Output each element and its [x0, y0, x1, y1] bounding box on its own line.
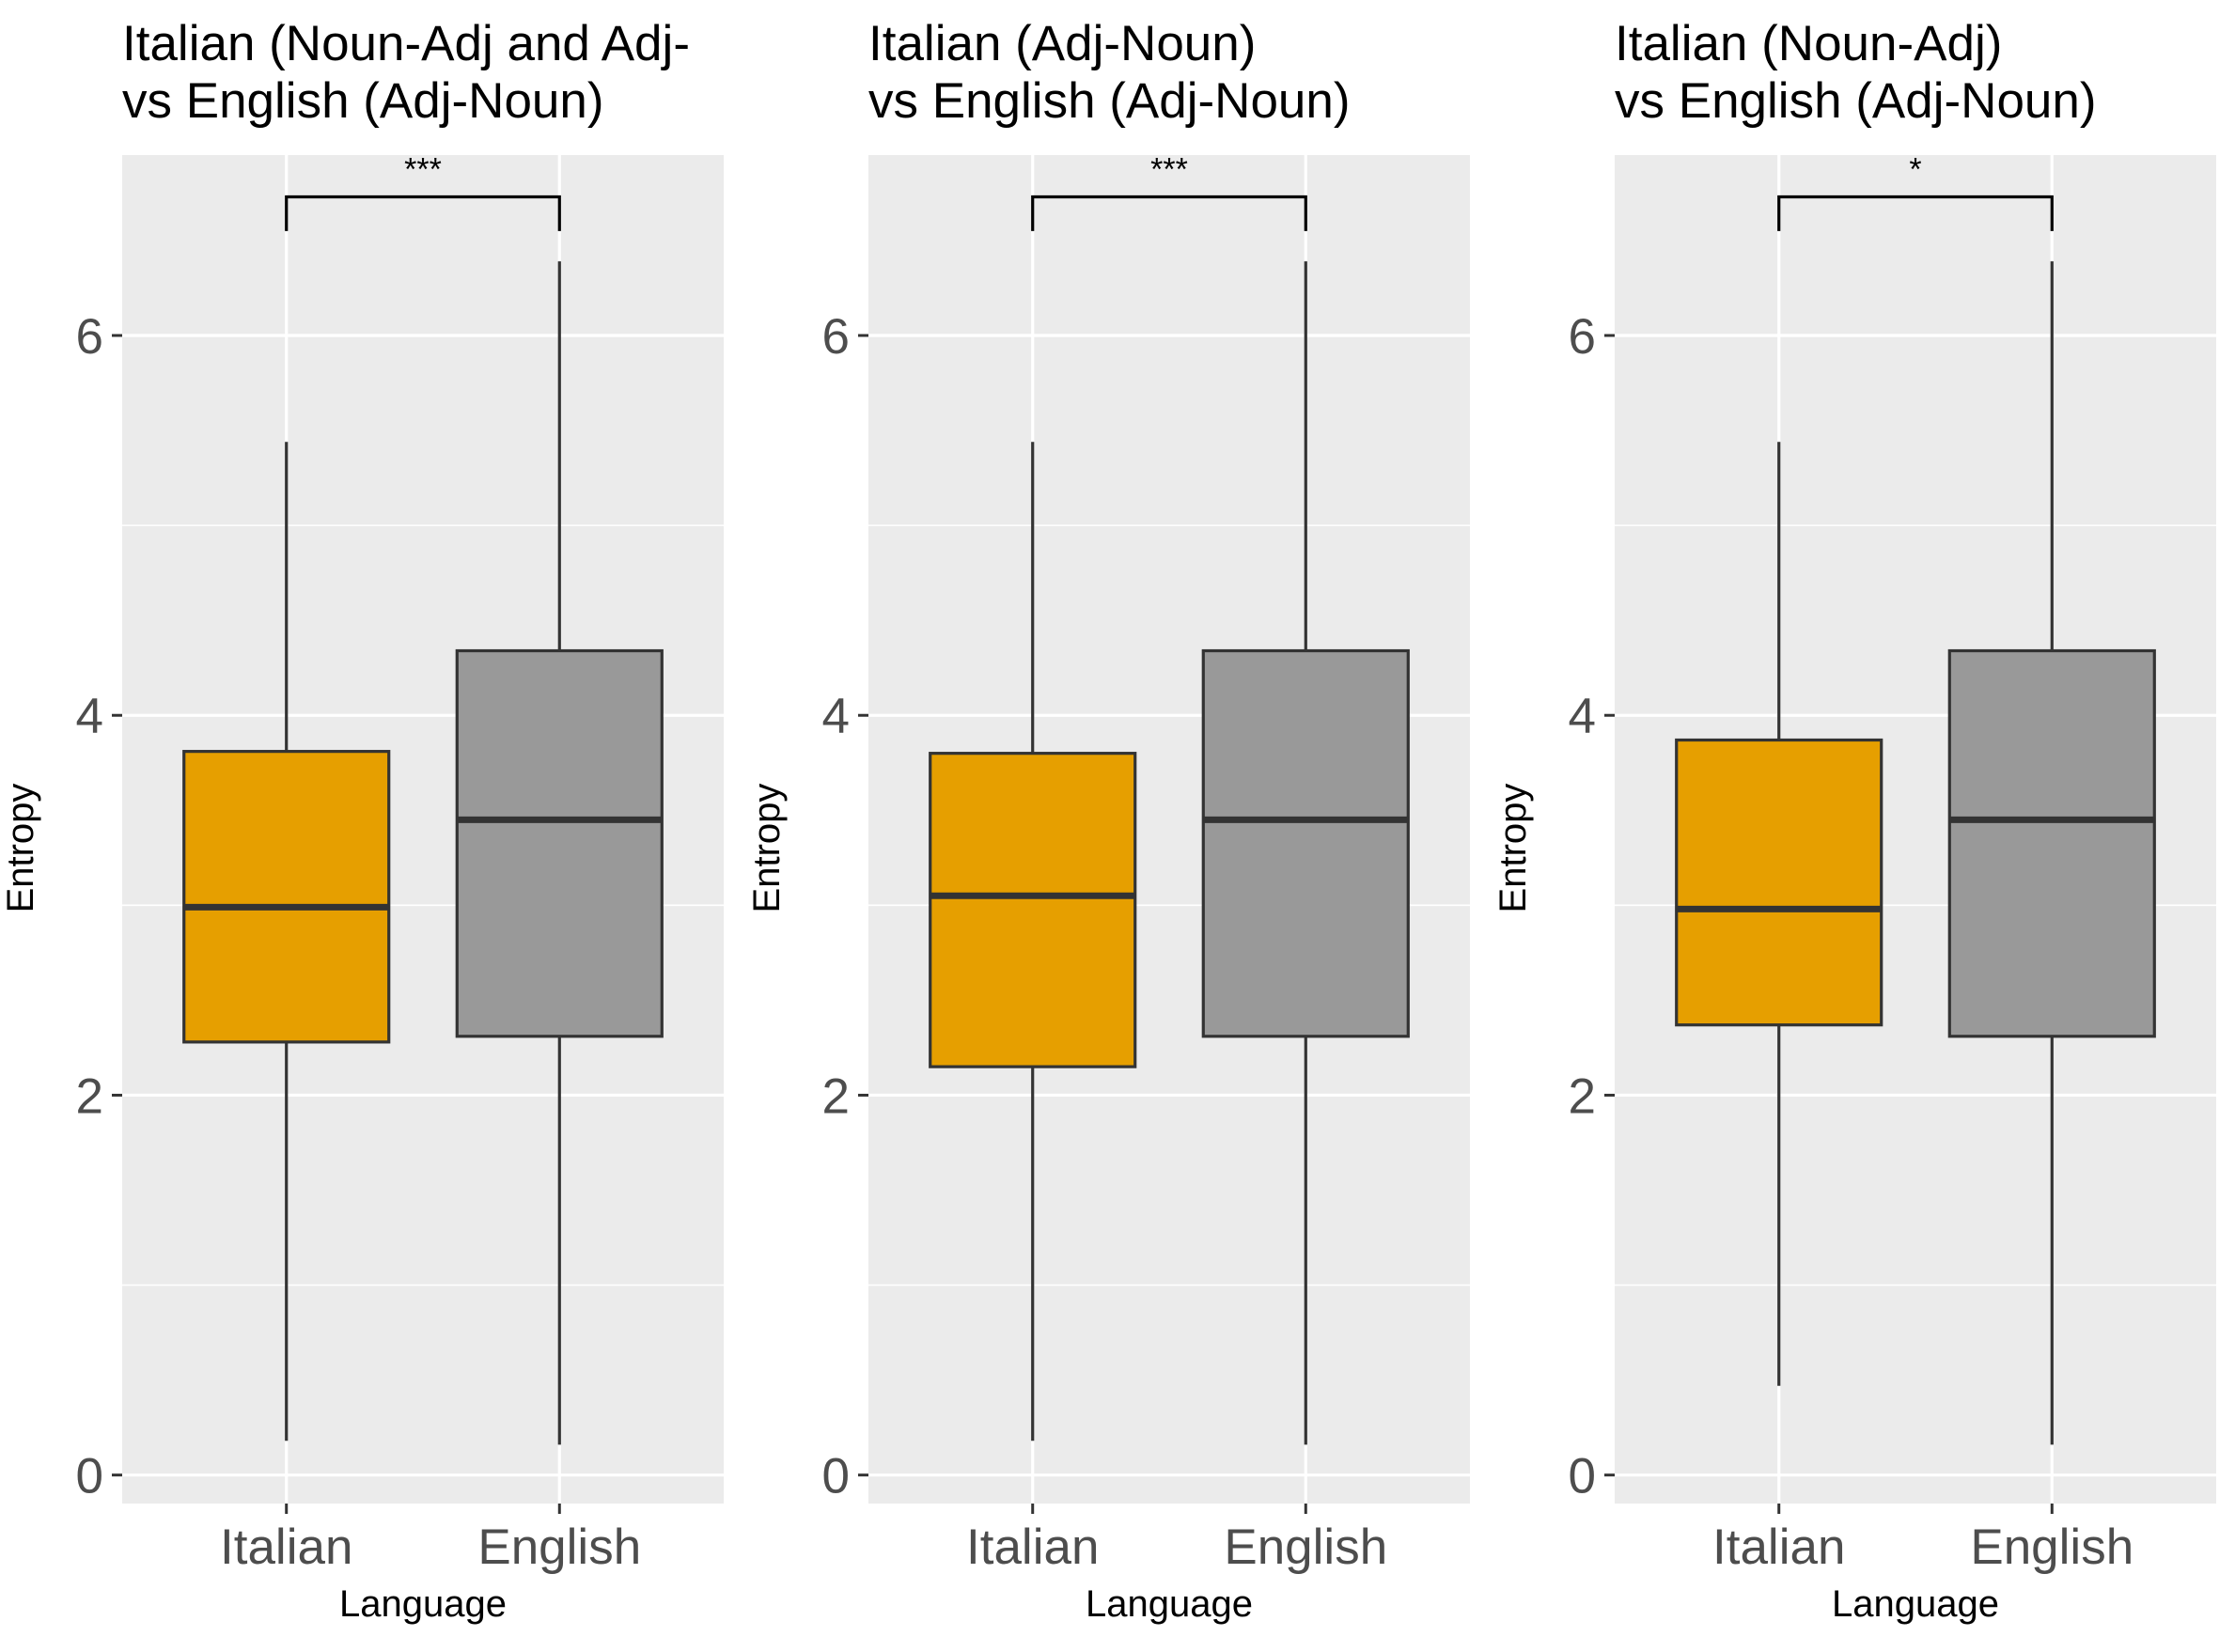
panel-title-line-1: Italian (Noun-Adj): [1615, 16, 2002, 71]
panel-title-line-1: Italian (Adj-Noun): [868, 16, 1256, 71]
panel-title-line-2: vs English (Adj-Noun): [868, 73, 1351, 129]
x-tick-label-italian: Italian: [220, 1520, 352, 1575]
y-tick-label: 6: [76, 309, 103, 365]
panel-title-line-2: vs English (Adj-Noun): [1615, 73, 2097, 129]
iqr-box: [1675, 738, 1883, 1027]
box-english: [1947, 261, 2156, 1445]
significance-bracket: ***: [285, 151, 561, 231]
y-tick-label: 2: [76, 1068, 103, 1124]
y-tick-label: 4: [822, 689, 850, 744]
bracket-line: [285, 195, 561, 231]
significance-bracket: *: [1777, 151, 2054, 231]
x-tick-label-english: English: [1970, 1520, 2133, 1575]
x-tick-label-english: English: [1224, 1520, 1387, 1575]
y-tick-label: 0: [1569, 1449, 1596, 1504]
y-tick-label: 6: [822, 309, 850, 365]
x-axis-title: Language: [1086, 1583, 1253, 1625]
box-english: [455, 261, 664, 1445]
iqr-box: [455, 648, 664, 1038]
x-axis-title: Language: [1832, 1583, 1999, 1625]
iqr-box: [929, 752, 1137, 1068]
bracket-line: [1777, 195, 2054, 231]
panel-3: 0 2 4 6 Italian English * Italian (Noun-Adj)vs …: [1493, 16, 2216, 1625]
bracket-line: [1031, 195, 1307, 231]
iqr-box: [1201, 648, 1410, 1038]
x-tick-label-italian: Italian: [966, 1520, 1099, 1575]
y-tick-label: 0: [76, 1449, 103, 1504]
panel-title-line-2: vs English (Adj-Noun): [122, 73, 604, 129]
significance-label: ***: [1150, 151, 1188, 187]
box-italian: [1675, 442, 1883, 1386]
x-axis-title: Language: [339, 1583, 507, 1625]
iqr-box: [182, 750, 391, 1044]
y-tick-label: 6: [1569, 309, 1596, 365]
y-axis-title: Entropy: [0, 784, 41, 913]
significance-label: *: [1909, 151, 1921, 187]
x-tick-label-italian: Italian: [1712, 1520, 1845, 1575]
y-axis-title: Entropy: [1493, 784, 1534, 913]
iqr-box: [1947, 648, 2156, 1038]
significance-bracket: ***: [1031, 151, 1307, 231]
box-italian: [182, 442, 391, 1442]
y-tick-label: 0: [822, 1449, 850, 1504]
panel-title-line-1: Italian (Noun-Adj and Adj-: [122, 16, 690, 71]
box-italian: [929, 442, 1137, 1442]
significance-label: ***: [404, 151, 442, 187]
y-tick-label: 2: [1569, 1068, 1596, 1124]
y-tick-label: 4: [76, 689, 103, 744]
panel-1: 0 2 4 6 Italian English *** Italian (Noun-Adj a…: [0, 16, 724, 1625]
y-tick-label: 4: [1569, 689, 1596, 744]
panel-2: 0 2 4 6 Italian English *** Italian (Adj-Noun)v…: [746, 16, 1470, 1625]
y-axis-title: Entropy: [746, 784, 788, 913]
y-tick-label: 2: [822, 1068, 850, 1124]
x-tick-label-english: English: [477, 1520, 641, 1575]
box-english: [1201, 261, 1410, 1445]
